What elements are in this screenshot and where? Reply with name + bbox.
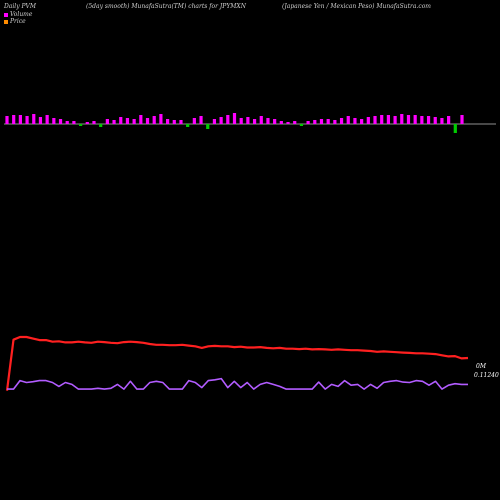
volume-bar bbox=[85, 122, 89, 124]
volume-bar bbox=[45, 115, 49, 124]
volume-bar bbox=[239, 118, 243, 124]
volume-bar bbox=[313, 120, 317, 124]
price-swatch bbox=[4, 19, 8, 24]
chart-header-right: (Japanese Yen / Mexican Peso) MunafaSutr… bbox=[282, 3, 431, 10]
volume-bar bbox=[319, 119, 324, 124]
price-line bbox=[5, 335, 469, 391]
volume-bar bbox=[58, 119, 63, 124]
volume-bar bbox=[426, 116, 431, 124]
volume-bar bbox=[406, 115, 411, 124]
volume-bar bbox=[219, 117, 223, 124]
volume-bar bbox=[400, 114, 404, 124]
volume-bar bbox=[252, 119, 257, 124]
volume-bar bbox=[447, 116, 451, 124]
volume-bar bbox=[293, 121, 297, 124]
volume-bar bbox=[139, 115, 143, 124]
volume-bar bbox=[152, 116, 156, 124]
volume-bar bbox=[380, 115, 384, 124]
volume-bar bbox=[226, 115, 230, 124]
volume-bar bbox=[433, 117, 437, 124]
volume-bar bbox=[119, 117, 123, 124]
legend: Volume Price bbox=[4, 11, 32, 25]
volume-bar bbox=[52, 118, 56, 124]
volume-bar bbox=[199, 116, 203, 124]
volume-bar bbox=[246, 117, 250, 124]
volume-bar bbox=[165, 119, 170, 124]
volume-bar bbox=[232, 113, 237, 124]
volume-bar bbox=[453, 124, 457, 133]
volume-bar bbox=[212, 119, 217, 124]
volume-bar bbox=[206, 124, 210, 129]
volume-bar bbox=[92, 121, 96, 124]
volume-bar bbox=[326, 119, 330, 124]
volume-bar bbox=[179, 120, 183, 124]
volume-bar bbox=[353, 118, 357, 124]
volume-bar bbox=[386, 115, 390, 124]
volume-bar bbox=[25, 116, 29, 124]
volume-bar bbox=[273, 119, 277, 124]
volume-bar bbox=[299, 124, 304, 126]
volume-bar bbox=[360, 119, 364, 124]
volume-bar bbox=[286, 122, 290, 124]
volume-bar bbox=[145, 118, 150, 124]
volume-bar bbox=[105, 119, 109, 124]
pvm-line bbox=[7, 377, 468, 390]
volume-bar bbox=[413, 115, 417, 124]
price-axis-label: 0.11240 bbox=[474, 372, 499, 379]
volume-bar bbox=[259, 116, 263, 124]
volume-bar bbox=[172, 120, 176, 124]
volume-bar bbox=[333, 120, 337, 124]
volume-bar bbox=[373, 116, 377, 124]
volume-bar bbox=[266, 118, 270, 124]
volume-bar bbox=[72, 121, 76, 124]
volume-bar bbox=[346, 116, 350, 124]
chart-header-center: (5day smooth) MunafaSutra(TM) charts for… bbox=[86, 3, 246, 10]
volume-bar bbox=[38, 117, 43, 124]
volume-bar bbox=[279, 121, 283, 124]
volume-bar bbox=[99, 124, 103, 127]
legend-volume: Volume bbox=[4, 11, 32, 18]
volume-bar bbox=[132, 119, 136, 124]
chart-header-left: Daily PVM bbox=[4, 3, 37, 10]
volume-bar bbox=[339, 118, 344, 124]
volume-bar bbox=[186, 124, 190, 127]
volume-bar bbox=[125, 118, 130, 124]
legend-volume-label: Volume bbox=[10, 11, 33, 18]
volume-bar bbox=[18, 115, 22, 124]
volume-bar bbox=[65, 121, 69, 124]
volume-swatch bbox=[4, 12, 8, 17]
volume-bar bbox=[12, 115, 16, 124]
volume-bar bbox=[192, 118, 196, 124]
volume-bar bbox=[32, 114, 36, 124]
volume-axis-label: 0M bbox=[476, 363, 486, 370]
volume-bar bbox=[5, 116, 9, 124]
volume-bar bbox=[460, 115, 464, 124]
legend-price: Price bbox=[4, 18, 32, 25]
volume-bar bbox=[79, 124, 83, 126]
volume-bar bbox=[440, 118, 444, 124]
volume-bar bbox=[112, 120, 116, 124]
volume-bar bbox=[366, 117, 370, 124]
volume-bar bbox=[159, 114, 163, 124]
volume-bar bbox=[306, 121, 310, 124]
legend-price-label: Price bbox=[10, 18, 26, 25]
volume-bar bbox=[420, 116, 424, 124]
volume-bar bbox=[393, 116, 397, 124]
